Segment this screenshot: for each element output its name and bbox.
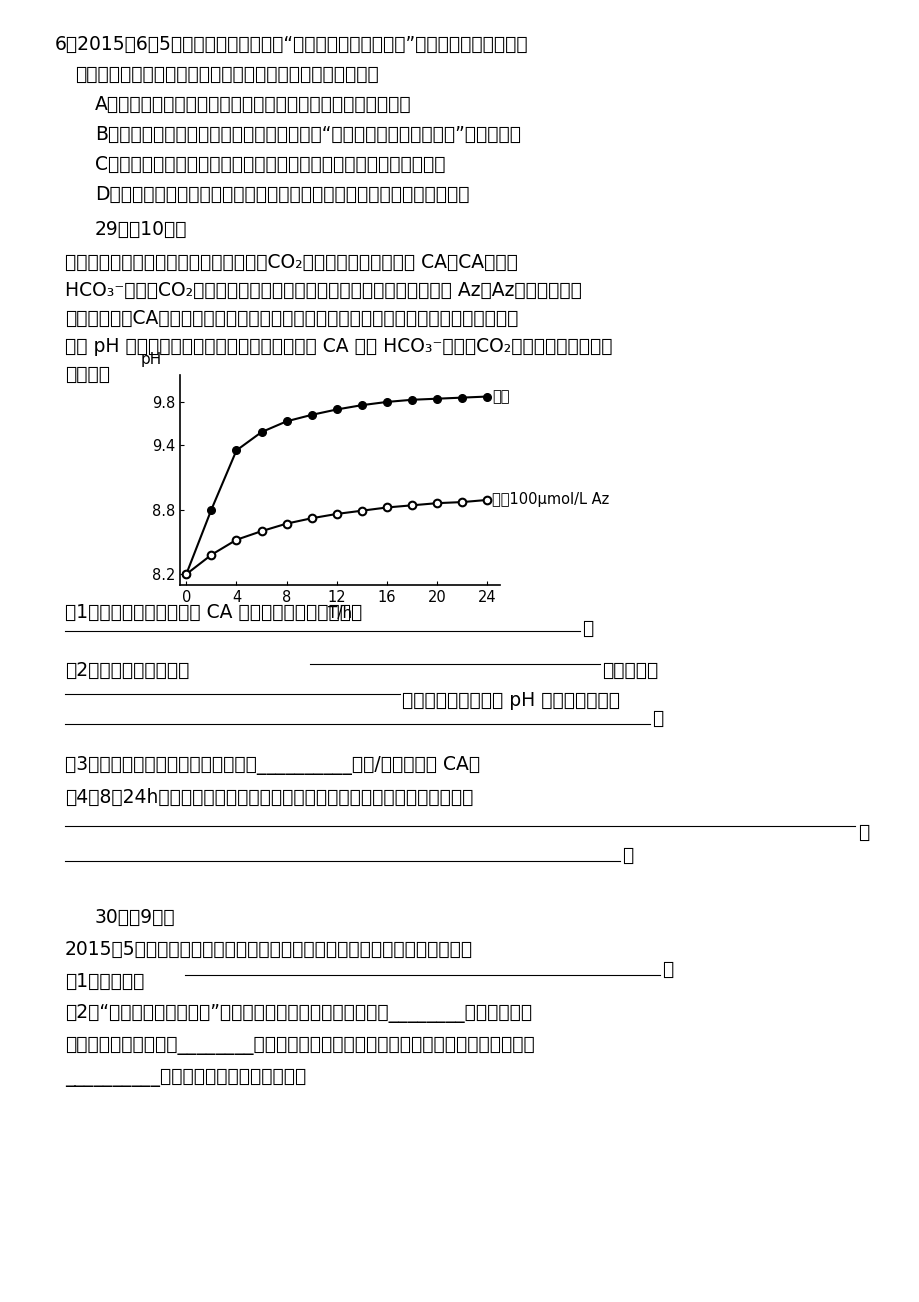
Text: HCO₃⁻分解成CO₂扩散进入细胞）。某课题组将条斑紫菜置于含有物质 Az（Az不能穿过细胞: HCO₃⁻分解成CO₂扩散进入细胞）。某课题组将条斑紫菜置于含有物质 Az（Az… (65, 281, 581, 299)
Text: 6．2015年6月5日世界环境日的主题是“促进可持续的生活方式”，倡导人们合理优化日: 6．2015年6月5日世界环境日的主题是“促进可持续的生活方式”，倡导人们合理优… (55, 35, 528, 53)
Text: 。: 。 (621, 846, 632, 865)
Text: 29．（10分）: 29．（10分） (95, 220, 187, 240)
Text: __________，共同维持血糖含量的稳定。: __________，共同维持血糖含量的稳定。 (65, 1068, 306, 1087)
Text: A．可持续发展追求的是自然、经济、社会的持久而协调的发展: A．可持续发展追求的是自然、经济、社会的持久而协调的发展 (95, 95, 411, 115)
Text: 对照: 对照 (492, 389, 509, 404)
Text: B．人类在进行海洋生态系统开发时，应遵循“合理利用就是最好的保护”的科学道理: B．人类在进行海洋生态系统开发时，应遵循“合理利用就是最好的保护”的科学道理 (95, 125, 520, 145)
Text: ，密闭的海水系统中 pH 会上升的原因是: ，密闭的海水系统中 pH 会上升的原因是 (402, 691, 619, 710)
Text: 。: 。 (582, 618, 593, 638)
Text: 条斑紫菜的光合作用原料之一为海水中的CO₂，某些水生植物会分泌 CA（CA可催化: 条斑紫菜的光合作用原料之一为海水中的CO₂，某些水生植物会分泌 CA（CA可催化 (65, 253, 517, 272)
Text: D．臭氧层遇到破坏，人类皮肤癌发病率上升，但对植物光合作用没有影响: D．臭氧层遇到破坏，人类皮肤癌发病率上升，但对植物光合作用没有影响 (95, 185, 469, 204)
Text: （2）该实验中自变量是: （2）该实验中自变量是 (65, 661, 189, 680)
Text: （3）根据上图可分析判断，条斑紫菜__________（能/不能）分泌 CA。: （3）根据上图可分析判断，条斑紫菜__________（能/不能）分泌 CA。 (65, 756, 480, 775)
Text: （4）8～24h时间段内对照组条斑紫菜的总光合速率变缓的外界原因可能有：: （4）8～24h时间段内对照组条斑紫菜的总光合速率变缓的外界原因可能有： (65, 788, 473, 807)
Text: 海水 pH 变化从而判断条斑紫菜自身是否会分泌 CA 催化 HCO₃⁻水解成CO₂。实验结果如下图，: 海水 pH 变化从而判断条斑紫菜自身是否会分泌 CA 催化 HCO₃⁻水解成CO… (65, 337, 612, 355)
Text: 2015年5月，美国科学家研究发现，大量食用洋葱可有效降低血糖。请回答：: 2015年5月，美国科学家研究发现，大量食用洋葱可有效降低血糖。请回答： (65, 940, 472, 960)
Text: （1）水生植物加工和分泌 CA 的过程涉及到的细胞器有: （1）水生植物加工和分泌 CA 的过程涉及到的细胞器有 (65, 603, 362, 622)
Text: 。: 。 (652, 710, 663, 728)
Text: 常生活方式，促进可持续发展。下列有关叙述中，不正确的是: 常生活方式，促进可持续发展。下列有关叙述中，不正确的是 (75, 65, 379, 85)
Text: 根据活动中的体会构建________模型。通过模拟活动可以看出，胰岛素和胰高血糖素相互: 根据活动中的体会构建________模型。通过模拟活动可以看出，胰岛素和胰高血糖… (65, 1036, 534, 1055)
Text: 。: 。 (662, 960, 673, 979)
Text: （1）血糖是指: （1）血糖是指 (65, 973, 144, 991)
Text: 30．（9分）: 30．（9分） (95, 907, 176, 927)
Text: 请回答：: 请回答： (65, 365, 110, 384)
Text: ，因变量是: ，因变量是 (601, 661, 657, 680)
Text: C．目前人类已经意识到生物多样性的间接价值明显大于它的直接价值: C．目前人类已经意识到生物多样性的间接价值明显大于它的直接价值 (95, 155, 445, 174)
Text: （2）“建立血糖调节的模型”，模拟活动本身就是在构建动态的________模型，之后再: （2）“建立血糖调节的模型”，模拟活动本身就是在构建动态的________模型，… (65, 1004, 531, 1023)
X-axis label: T/h: T/h (327, 607, 352, 621)
Y-axis label: pH: pH (141, 352, 162, 367)
Text: 和: 和 (857, 823, 868, 842)
Text: 膜，但能抑制CA的功能）的密闭海水系统中培养，并持续用一定强度的光进行照射，分析: 膜，但能抑制CA的功能）的密闭海水系统中培养，并持续用一定强度的光进行照射，分析 (65, 309, 517, 328)
Text: 添加100μmol/L Az: 添加100μmol/L Az (492, 492, 609, 508)
